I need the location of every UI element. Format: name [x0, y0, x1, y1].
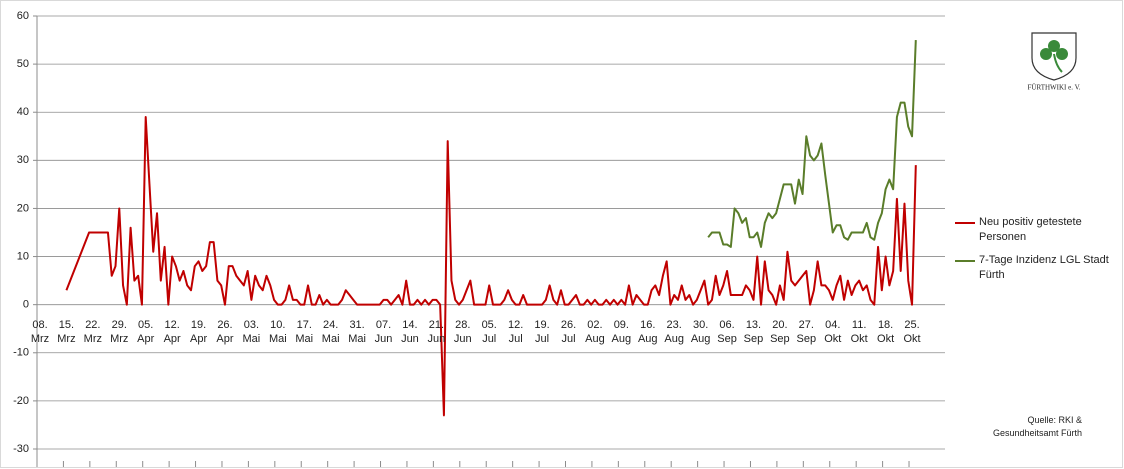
logo-text: FÜRTHWIKI e. V.: [1028, 84, 1081, 92]
source-note: Quelle: RKI & Gesundheitsamt Fürth: [992, 415, 1082, 438]
legend-label: Neu positiv getestete Personen: [979, 216, 1082, 243]
x-tick-label: 12. Apr: [163, 319, 181, 345]
y-tick-label: 0: [23, 299, 29, 311]
x-tick-label: 07. Jun: [374, 319, 393, 345]
x-tick-label: 08. Mrz: [30, 319, 50, 345]
x-tick-label: 13. Sep: [743, 319, 764, 345]
x-tick-label: 31. Mai: [348, 319, 366, 345]
x-tick-label: 29. Mrz: [110, 319, 129, 345]
logo: [1031, 32, 1077, 81]
y-tick-label: 40: [17, 106, 29, 118]
y-tick-label: 60: [17, 10, 29, 22]
y-tick-label: -20: [13, 395, 29, 407]
x-tick-label: 09. Aug: [611, 319, 632, 345]
y-tick-label: -30: [13, 443, 29, 455]
x-tick-label: 26. Jul: [560, 319, 577, 345]
x-tick-label: 23. Aug: [664, 319, 684, 345]
x-tick-label: 02. Aug: [585, 319, 605, 345]
x-tick-label: 20. Sep: [770, 319, 790, 345]
x-tick-label: 28. Jun: [453, 319, 472, 345]
x-tick-label: 17. Mai: [295, 319, 314, 345]
x-tick-label: 21. Jun: [427, 319, 446, 345]
x-tick-label: 12. Jul: [507, 319, 524, 345]
x-tick-label: 19. Jul: [534, 319, 550, 345]
x-tick-label: 26. Apr: [216, 319, 234, 345]
x-tick-label: 14. Jun: [401, 319, 419, 345]
x-tick-label: 10. Mai: [268, 319, 287, 345]
x-tick-label: 11. Okt: [850, 319, 868, 345]
x-tick-label: 30. Aug: [690, 319, 711, 345]
y-tick-label: 30: [17, 154, 29, 166]
y-tick-label: 10: [17, 250, 29, 262]
x-tick-label: 03. Mai: [242, 319, 261, 345]
x-tick-label: 06. Sep: [717, 319, 737, 345]
x-tick-label: 24. Mai: [321, 319, 340, 345]
series-line: [707, 40, 917, 248]
legend-label: 7-Tage Inzidenz LGL Stadt Fürth: [979, 254, 1109, 281]
x-tick-label: 22. Mrz: [83, 319, 102, 345]
x-tick-label: 16. Aug: [637, 319, 658, 345]
x-tick-label: 25. Okt: [903, 319, 921, 345]
x-tick-label: 05. Jul: [481, 319, 497, 345]
y-tick-label: 20: [17, 202, 29, 214]
x-tick-label: 19. Apr: [189, 319, 208, 345]
x-tick-label: 18. Okt: [877, 319, 895, 345]
x-tick-label: 27. Sep: [796, 319, 817, 345]
x-tick-label: 05. Apr: [137, 319, 155, 345]
x-tick-label: 15. Mrz: [57, 319, 76, 345]
y-tick-label: -10: [13, 347, 29, 359]
series-line: [65, 116, 917, 417]
x-tick-label: 04. Okt: [824, 319, 842, 345]
y-tick-label: 50: [17, 58, 29, 70]
